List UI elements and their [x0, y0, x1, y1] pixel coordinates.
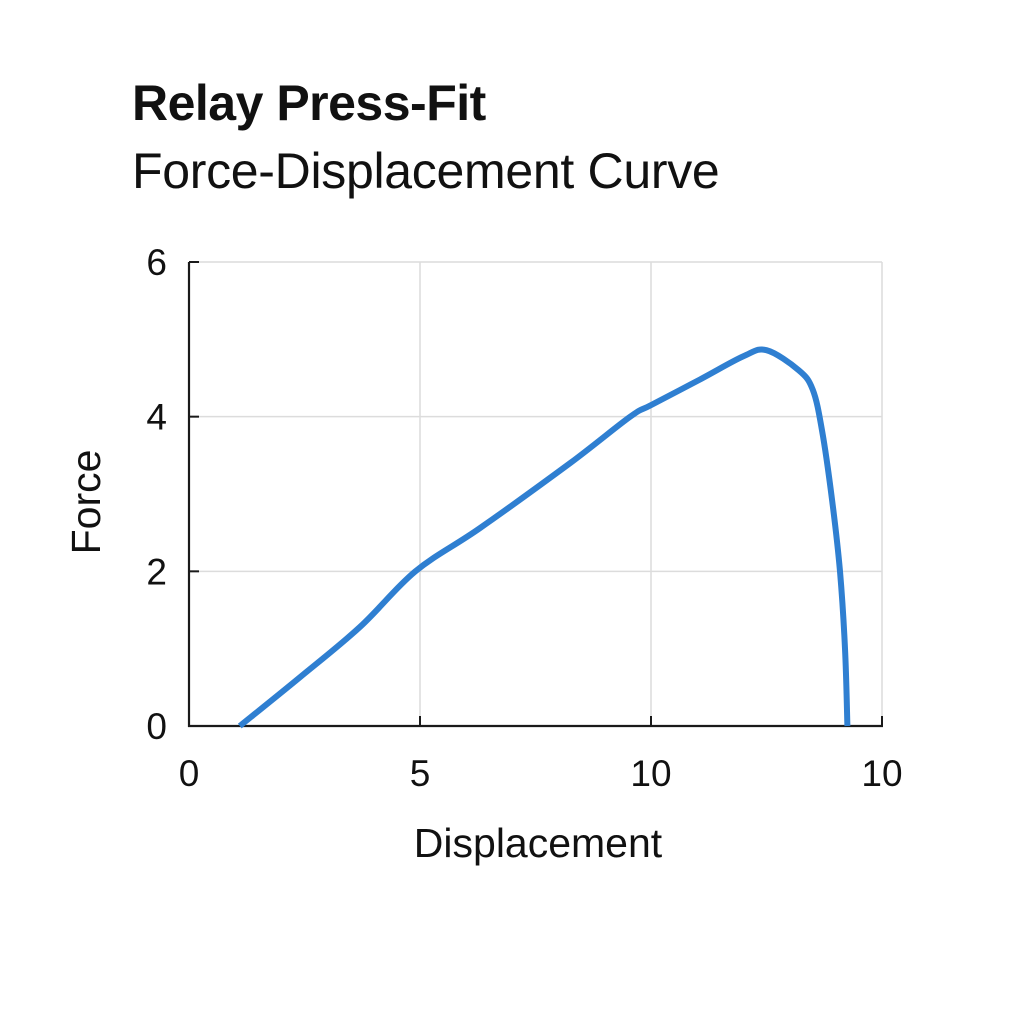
x-tick-label: 5 [410, 753, 431, 794]
y-tick-label: 6 [146, 242, 167, 283]
axis-ticks [188, 261, 883, 727]
x-tick-label: 0 [179, 753, 200, 794]
y-tick-label: 0 [146, 706, 167, 747]
x-axis-label: Displacement [414, 820, 663, 866]
x-tick-label: 10 [861, 753, 902, 794]
y-tick-label: 4 [146, 397, 167, 438]
y-tick-label: 2 [146, 551, 167, 592]
grid-lines [189, 261, 883, 726]
y-axis-label: Force [63, 450, 109, 555]
chart-title-line-1: Relay Press-Fit [132, 75, 486, 131]
axes [187, 262, 883, 728]
x-tick-label: 10 [630, 753, 671, 794]
chart-title-line-2: Force-Displacement Curve [132, 143, 720, 199]
data-series [237, 346, 851, 729]
tick-labels: 0 2 4 6 0 5 10 10 [146, 242, 902, 794]
chart-title: Relay Press-Fit Force-Displacement Curve [132, 75, 720, 199]
force-curve-line [237, 346, 851, 729]
